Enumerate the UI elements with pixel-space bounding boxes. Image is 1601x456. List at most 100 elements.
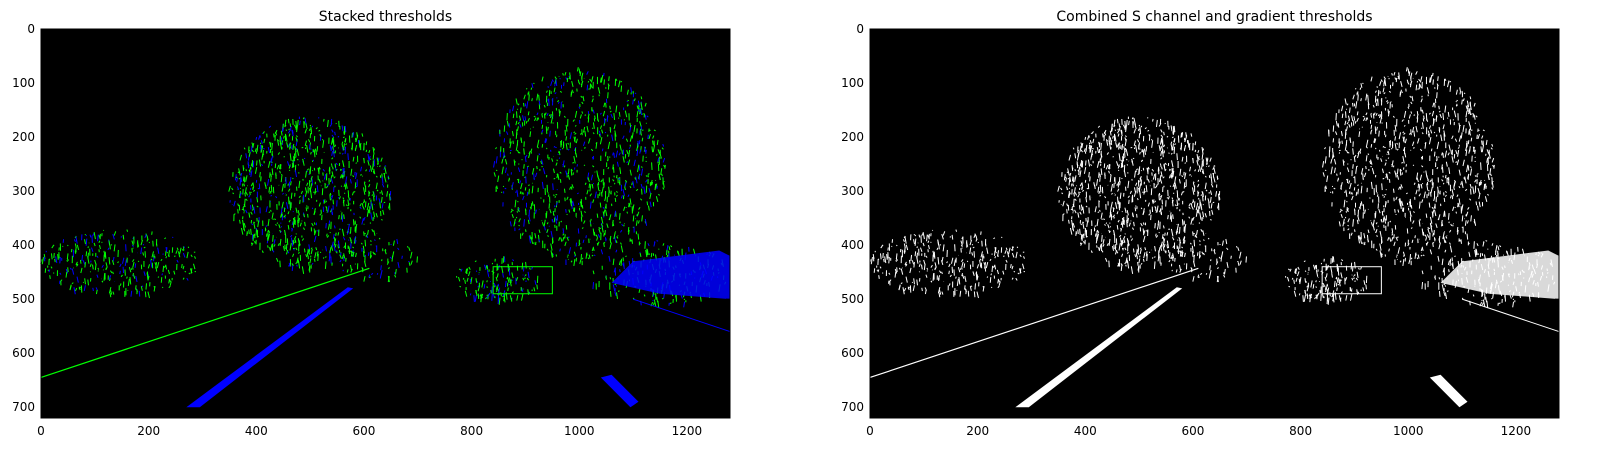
edge-pixels xyxy=(662,157,666,163)
edge-pixels xyxy=(568,75,571,80)
edge-pixels xyxy=(335,169,338,171)
edge-pixels xyxy=(144,291,147,298)
edge-pixels xyxy=(1395,196,1398,201)
edge-pixels xyxy=(1176,223,1179,232)
edge-pixels xyxy=(345,176,348,185)
edge-pixels xyxy=(1370,124,1373,129)
edge-pixels xyxy=(592,165,595,168)
edge-pixels xyxy=(576,192,579,195)
edge-pixels xyxy=(363,182,366,188)
edge-pixels xyxy=(1416,117,1419,123)
edge-pixels xyxy=(636,211,640,217)
edge-pixels xyxy=(119,270,121,275)
edge-pixels xyxy=(1409,254,1412,261)
edge-pixels xyxy=(1170,152,1173,155)
edge-pixels xyxy=(658,175,661,180)
edge-pixels xyxy=(932,250,935,258)
edge-pixels xyxy=(1330,166,1333,175)
edge-pixels xyxy=(1068,178,1071,186)
edge-pixels xyxy=(1071,165,1074,171)
edge-pixels xyxy=(1120,263,1123,267)
edge-pixels xyxy=(1310,280,1313,288)
edge-pixels xyxy=(1333,167,1336,173)
edge-pixels xyxy=(982,286,985,289)
edge-pixels xyxy=(1453,110,1457,118)
edge-pixels xyxy=(129,277,132,285)
edge-pixels xyxy=(302,158,305,166)
edge-pixels xyxy=(1304,270,1307,273)
edge-pixels xyxy=(318,179,321,183)
edge-pixels xyxy=(1212,172,1214,175)
edge-pixels xyxy=(1458,185,1461,189)
edge-pixels xyxy=(1003,255,1005,258)
edge-pixels xyxy=(1001,236,1003,239)
edge-pixels xyxy=(189,268,193,274)
edge-pixels xyxy=(533,115,536,118)
edge-pixels xyxy=(1490,173,1492,177)
edge-pixels xyxy=(1432,242,1435,244)
edge-pixels xyxy=(49,275,51,279)
edge-pixels xyxy=(287,211,290,215)
edge-pixels xyxy=(1159,178,1163,184)
edge-pixels xyxy=(354,240,357,244)
edge-pixels xyxy=(376,189,379,192)
edge-pixels xyxy=(1336,173,1338,176)
edge-pixels xyxy=(1432,232,1434,237)
edge-pixels xyxy=(352,175,355,178)
edge-pixels xyxy=(616,161,619,167)
edge-pixels xyxy=(1362,287,1365,292)
edge-pixels xyxy=(1121,177,1123,180)
edge-pixels xyxy=(1096,245,1098,248)
edge-pixels xyxy=(132,261,135,268)
edge-pixels xyxy=(1139,151,1141,155)
edge-pixels xyxy=(373,168,376,175)
edge-pixels xyxy=(581,227,584,229)
edge-pixels xyxy=(640,198,643,201)
edge-pixels xyxy=(1402,251,1406,257)
edge-pixels xyxy=(879,266,882,269)
edge-pixels xyxy=(250,170,253,178)
edge-pixels xyxy=(1213,176,1216,183)
edge-pixels xyxy=(1135,144,1138,153)
edge-pixels xyxy=(284,214,286,218)
edge-pixels xyxy=(526,191,529,196)
edge-pixels xyxy=(661,147,664,150)
edge-pixels xyxy=(1082,222,1085,229)
edge-pixels xyxy=(1154,185,1158,189)
edge-pixels xyxy=(487,292,491,297)
edge-pixels xyxy=(282,192,284,195)
edge-pixels xyxy=(305,207,308,212)
edge-pixels xyxy=(153,254,155,258)
edge-pixels xyxy=(961,259,964,263)
edge-pixels xyxy=(1356,111,1359,116)
edge-pixels xyxy=(286,161,290,167)
edge-pixels xyxy=(1497,246,1500,251)
edge-pixels xyxy=(187,246,190,249)
edge-pixels xyxy=(1476,243,1479,247)
edge-pixels xyxy=(938,270,942,274)
edge-pixels xyxy=(535,209,537,214)
edge-pixels xyxy=(1357,153,1360,159)
edge-pixels xyxy=(541,113,544,118)
edge-pixels xyxy=(622,135,625,140)
edge-pixels xyxy=(1451,135,1454,140)
edge-pixels xyxy=(294,170,298,178)
edge-pixels xyxy=(288,130,291,133)
edge-pixels xyxy=(1123,146,1126,153)
edge-pixels xyxy=(1370,181,1373,189)
edge-pixels xyxy=(342,197,345,200)
edge-pixels xyxy=(1399,168,1402,172)
edge-pixels xyxy=(71,282,74,285)
edge-pixels xyxy=(323,199,326,204)
edge-pixels xyxy=(289,242,292,251)
edge-pixels xyxy=(1069,172,1072,177)
edge-pixels xyxy=(1426,234,1430,238)
edge-pixels xyxy=(1405,192,1408,195)
edge-pixels xyxy=(291,263,294,267)
edge-pixels xyxy=(1362,173,1364,181)
edge-pixels xyxy=(675,295,677,299)
edge-pixels xyxy=(1139,128,1142,135)
edge-pixels xyxy=(622,263,625,268)
edge-pixels xyxy=(89,263,92,267)
edge-pixels xyxy=(186,251,189,259)
